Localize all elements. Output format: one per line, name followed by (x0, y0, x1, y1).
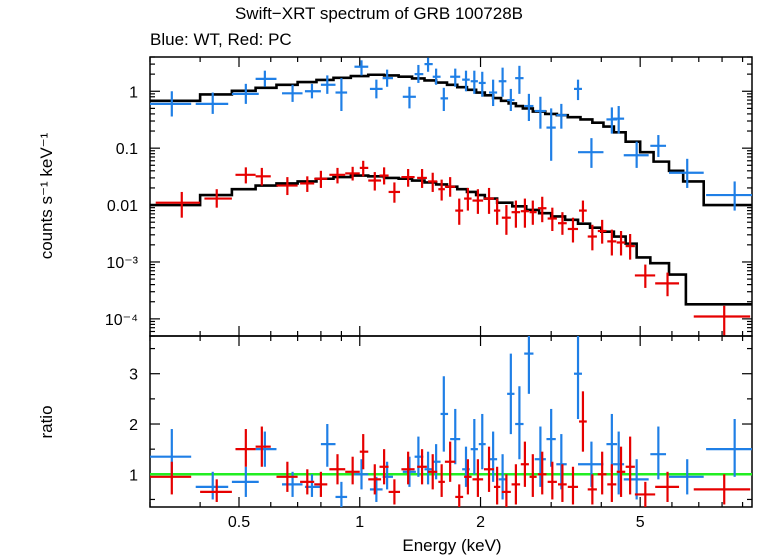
x-tick-label: 1 (355, 514, 364, 531)
chart-title: Swift−XRT spectrum of GRB 100728B (234, 4, 524, 23)
x-tick-label: 0.5 (228, 514, 250, 531)
ratio-frame (149, 335, 753, 508)
y-tick-label: 10⁻⁴ (105, 312, 138, 329)
x-tick-label: 5 (636, 514, 645, 531)
ratio-panel: 0.5 1 2 5 1 2 3 (129, 335, 753, 531)
chart-subtitle: Blue: WT, Red: PC (150, 30, 292, 49)
spectrum-panel: 1 0.1 0.01 10⁻³ 10⁻⁴ (105, 56, 753, 507)
y-tick-label: 10⁻³ (106, 255, 138, 272)
y-tick-label: 1 (129, 84, 138, 101)
spectrum-y-axis-label: counts s⁻¹ keV⁻¹ (37, 132, 56, 259)
y-tick-label: 1 (129, 467, 138, 484)
x-tick-label: 2 (476, 514, 485, 531)
ratio-y-axis-label: ratio (37, 405, 56, 438)
y-tick-label: 3 (129, 367, 138, 384)
y-tick-label: 0.1 (116, 141, 138, 158)
y-tick-label: 0.01 (107, 198, 138, 215)
model-line-pc (150, 174, 752, 306)
model-line-wt (150, 73, 752, 207)
x-axis-label: Energy (keV) (402, 536, 501, 555)
y-tick-label: 2 (129, 417, 138, 434)
